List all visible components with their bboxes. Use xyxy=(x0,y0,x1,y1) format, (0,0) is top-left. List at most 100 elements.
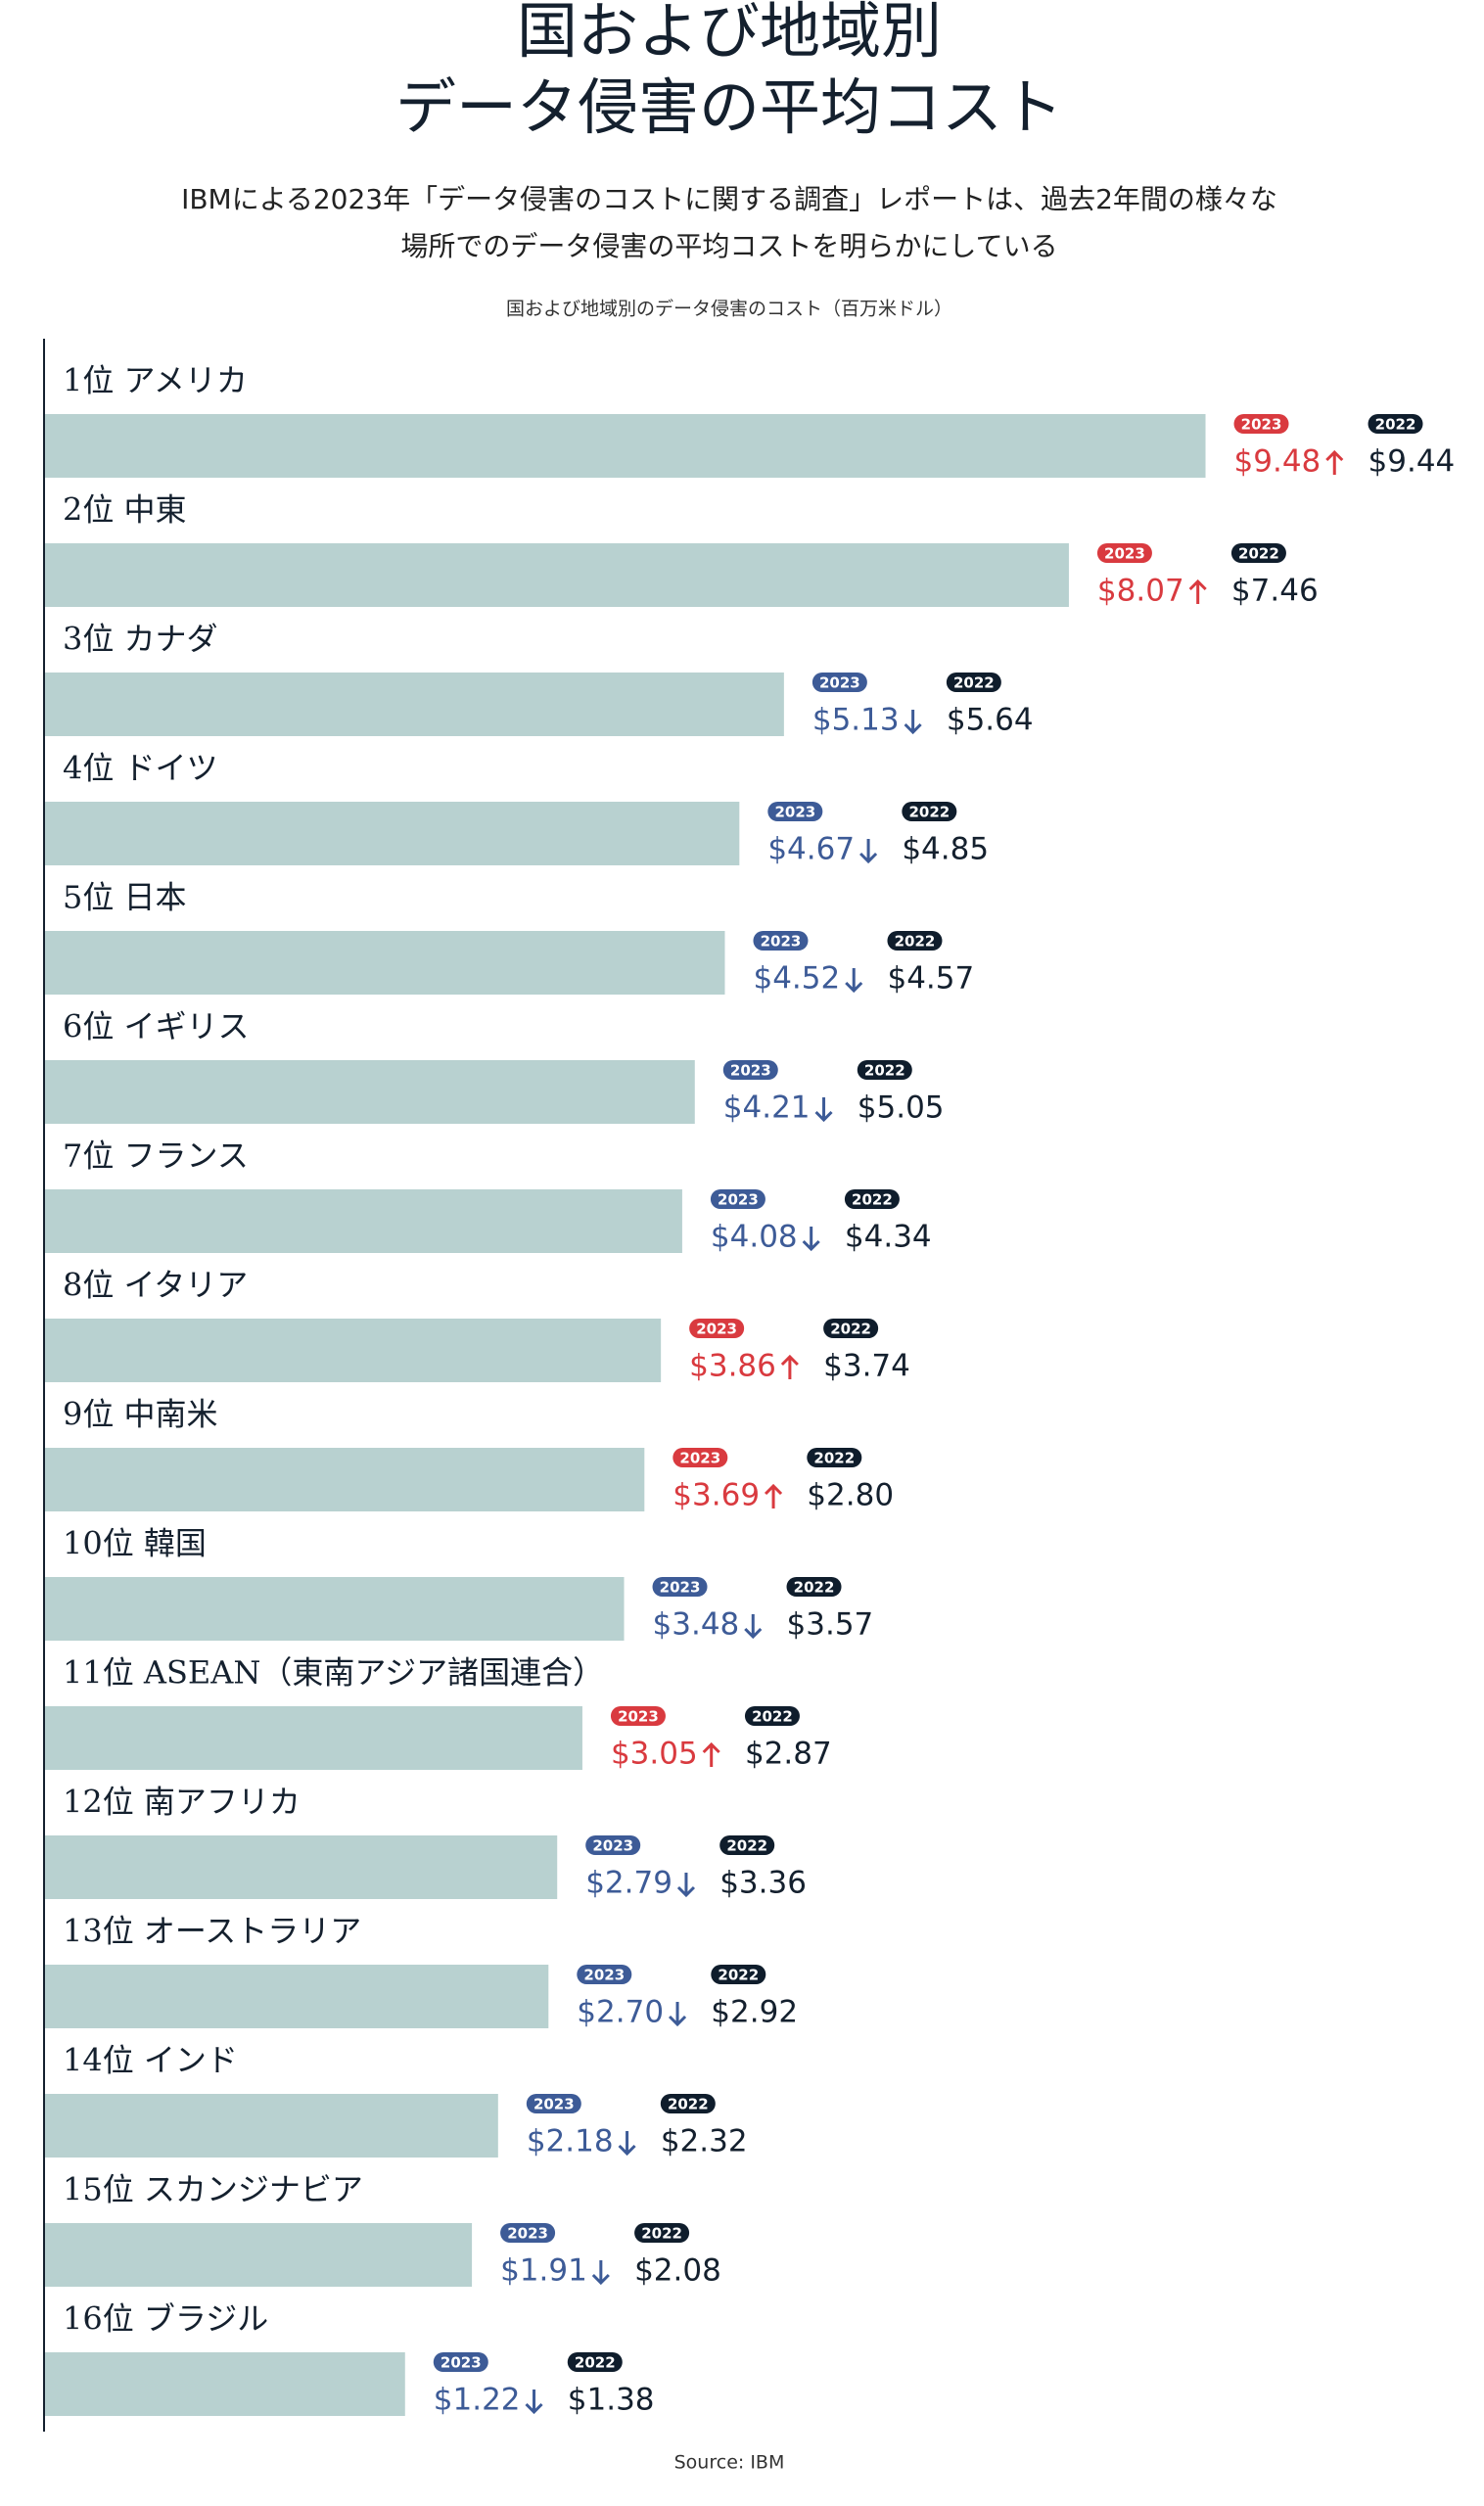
year-badge-label: 2022 xyxy=(718,1967,759,1984)
bar xyxy=(45,2352,405,2416)
value-label: $2.87 xyxy=(745,1737,832,1772)
value-label: $3.86 xyxy=(689,1349,776,1384)
year-badge xyxy=(786,1577,842,1597)
value-label: $2.18 xyxy=(527,2124,614,2159)
change-arrow xyxy=(859,839,878,864)
year-badge xyxy=(1230,543,1286,563)
bar xyxy=(45,802,740,865)
year-badge-label: 2022 xyxy=(641,2225,682,2243)
category-label: 3位 カナダ xyxy=(63,621,218,658)
year-badge-label: 2022 xyxy=(668,2096,709,2113)
value-label: $2.08 xyxy=(634,2253,721,2289)
year-badge-label: 2022 xyxy=(575,2354,616,2372)
year-badge xyxy=(946,673,1001,692)
year-badge-label: 2023 xyxy=(1104,545,1145,563)
title: データ侵害の平均コスト xyxy=(395,71,1063,143)
value-label: $1.91 xyxy=(500,2253,587,2289)
value-label: $1.38 xyxy=(568,2383,655,2418)
year-badge-label: 2022 xyxy=(864,1062,905,1080)
value-label: $2.79 xyxy=(585,1866,672,1901)
bar xyxy=(45,1319,662,1382)
year-badge-label: 2023 xyxy=(679,1450,720,1467)
title: 国および地域別 xyxy=(517,0,942,67)
category-label: 8位 イタリア xyxy=(63,1267,248,1304)
value-label: $1.22 xyxy=(434,2383,521,2418)
value-label: $2.92 xyxy=(711,1995,798,2030)
year-badge xyxy=(634,2223,690,2243)
category-label: 12位 南アフリカ xyxy=(63,1784,301,1821)
year-badge xyxy=(823,1319,879,1338)
year-badge-label: 2022 xyxy=(752,1708,793,1726)
source: Source: IBM xyxy=(674,2452,785,2474)
category-label: 4位 ドイツ xyxy=(63,750,218,787)
category-label: 15位 スカンジナビア xyxy=(63,2171,363,2208)
year-badge xyxy=(652,1577,708,1597)
change-arrow xyxy=(845,968,863,994)
subtitle: 場所でのデータ侵害の平均コストを明らかにしている xyxy=(400,230,1057,262)
year-badge-label: 2022 xyxy=(1375,416,1416,434)
category-label: 7位 フランス xyxy=(63,1137,249,1175)
bar xyxy=(45,2094,498,2158)
value-label: $3.48 xyxy=(653,1607,740,1643)
value-label: $4.52 xyxy=(753,961,840,997)
value-label: $4.21 xyxy=(723,1091,811,1126)
year-badge xyxy=(902,802,957,821)
bar xyxy=(45,414,1206,478)
bar xyxy=(45,673,784,736)
bar xyxy=(45,1189,682,1253)
year-badge xyxy=(744,1706,800,1726)
year-badge xyxy=(567,2352,623,2372)
change-arrow xyxy=(702,1741,720,1767)
category-label: 2位 中東 xyxy=(63,491,187,529)
year-badge-label: 2023 xyxy=(592,1837,633,1855)
category-label: 13位 オーストラリア xyxy=(63,1913,361,1950)
year-badge xyxy=(711,1965,766,1984)
value-label: $4.85 xyxy=(902,832,989,867)
year-badge-label: 2022 xyxy=(895,933,936,951)
year-badge-label: 2023 xyxy=(761,933,802,951)
value-label: $3.57 xyxy=(787,1607,874,1643)
value-label: $2.80 xyxy=(807,1478,894,1513)
change-arrow xyxy=(1188,579,1207,604)
year-badge-label: 2022 xyxy=(726,1837,767,1855)
year-badge-label: 2023 xyxy=(819,674,860,692)
year-badge-label: 2022 xyxy=(908,804,950,821)
value-label: $9.48 xyxy=(1234,444,1322,480)
year-badge-label: 2023 xyxy=(718,1191,759,1209)
year-badge xyxy=(767,802,823,821)
year-badge xyxy=(1368,414,1423,434)
category-label: 5位 日本 xyxy=(63,879,187,916)
bar xyxy=(45,1448,645,1511)
change-arrow xyxy=(744,1614,763,1640)
subtitle: IBMによる2023年「データ侵害のコストに関する調査」レポートは、過去2年間の… xyxy=(181,183,1277,215)
year-badge xyxy=(753,931,809,951)
bar xyxy=(45,1965,549,2028)
year-badge-label: 2022 xyxy=(830,1321,871,1338)
value-label: $4.67 xyxy=(767,832,855,867)
change-arrow xyxy=(676,1873,696,1898)
change-arrow xyxy=(802,1227,820,1252)
year-badge xyxy=(844,1189,900,1209)
year-badge xyxy=(719,1835,775,1855)
value-label: $5.64 xyxy=(947,703,1034,738)
bar xyxy=(45,1835,558,1899)
value-label: $8.07 xyxy=(1097,574,1184,609)
year-badge-label: 2023 xyxy=(1241,416,1282,434)
change-arrow xyxy=(904,710,922,735)
change-arrow xyxy=(764,1483,783,1508)
value-label: $3.74 xyxy=(823,1349,910,1384)
bar xyxy=(45,931,725,995)
change-arrow xyxy=(780,1354,799,1379)
category-label: 11位 ASEAN（東南アジア諸国連合） xyxy=(63,1654,604,1692)
category-label: 14位 インド xyxy=(63,2042,238,2079)
change-arrow xyxy=(618,2131,636,2157)
year-badge xyxy=(1233,414,1289,434)
value-label: $2.70 xyxy=(577,1995,664,2030)
value-label: $9.44 xyxy=(1368,444,1456,480)
year-badge-label: 2023 xyxy=(441,2354,482,2372)
value-label: $3.36 xyxy=(719,1866,807,1901)
year-badge-label: 2022 xyxy=(813,1450,855,1467)
bar xyxy=(45,1577,625,1641)
